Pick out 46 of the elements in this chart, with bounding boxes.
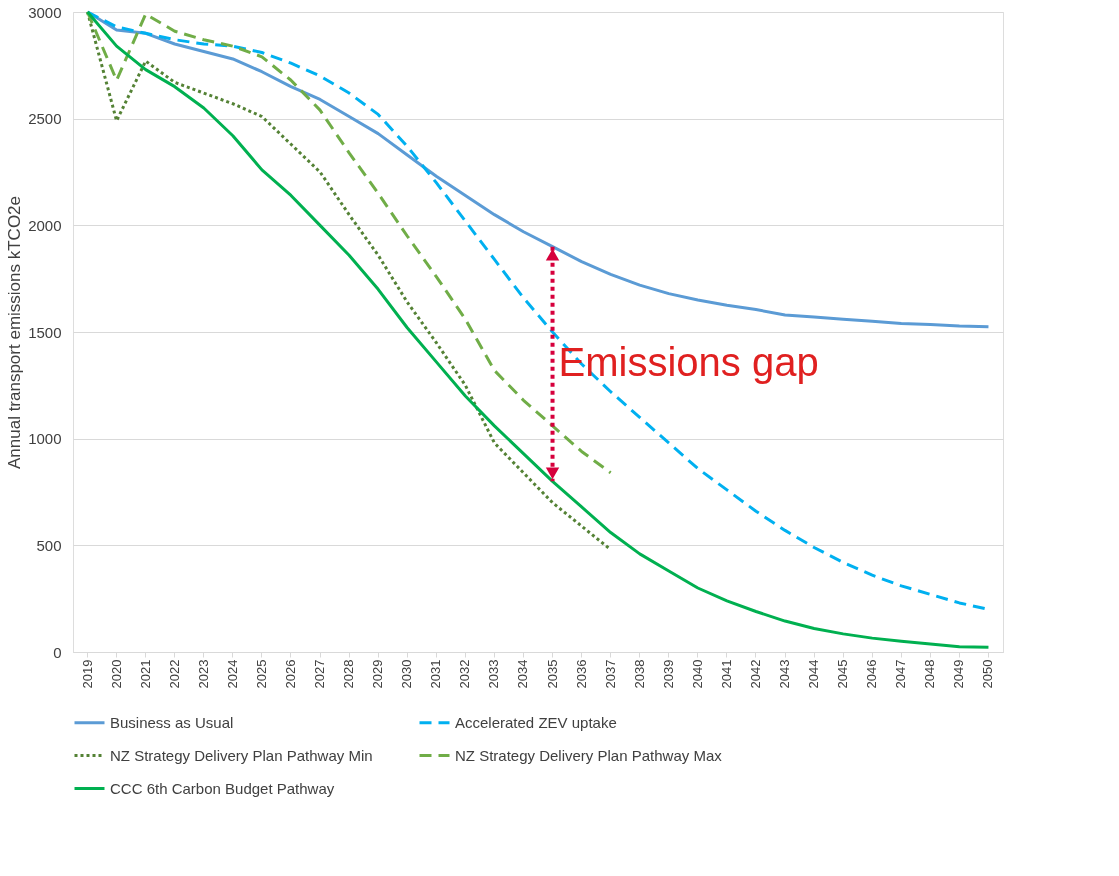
x-tick-label: 2044 [806,659,822,689]
x-tick-label: 2023 [195,659,211,689]
x-tick-label: 2035 [544,659,560,689]
x-tick-label: 2043 [777,659,793,689]
y-tick-label: 2500 [28,110,62,128]
x-tick-label: 2048 [922,659,938,689]
x-tick-label: 2041 [718,659,734,689]
x-tick-label: 2040 [689,659,705,689]
x-tick-label: 2036 [573,659,589,689]
x-tick-label: 2028 [341,659,357,689]
x-tick-label: 2021 [137,659,153,689]
legend-label: Business as Usual [110,713,234,731]
x-tick-label: 2046 [864,659,880,689]
x-tick-label: 2049 [951,659,967,689]
y-tick-label: 2000 [28,216,62,234]
x-tick-label: 2045 [835,659,851,689]
x-tick-label: 2031 [428,659,444,689]
x-tick-label: 2032 [457,659,473,689]
y-tick-label: 500 [36,536,62,554]
x-tick-label: 2029 [370,659,386,689]
x-tick-label: 2025 [253,659,269,689]
x-tick-label: 2038 [631,659,647,689]
x-tick-label: 2037 [602,659,618,689]
annotation: Emissions gap [558,340,819,384]
x-tick-label: 2020 [108,659,124,689]
x-tick-label: 2030 [399,659,415,689]
x-tick-label: 2039 [660,659,676,689]
y-tick-label: 3000 [28,3,62,21]
x-tick-label: 2027 [312,659,328,689]
x-tick-label: 2042 [747,659,763,689]
legend-label: NZ Strategy Delivery Plan Pathway Max [455,746,723,764]
y-tick-label: 1500 [28,323,62,341]
legend-label: CCC 6th Carbon Budget Pathway [110,779,335,797]
x-tick-label: 2050 [980,659,996,689]
legend-label: Accelerated ZEV uptake [455,713,617,731]
x-tick-label: 2047 [893,659,909,689]
x-tick-label: 2026 [282,659,298,689]
x-tick-label: 2034 [515,659,531,689]
x-tick-label: 2019 [79,659,95,689]
legend-label: NZ Strategy Delivery Plan Pathway Min [110,746,373,764]
y-axis-title: Annual transport emissions kTCO2e [5,195,25,470]
y-tick-label: 0 [53,643,62,661]
x-tick-label: 2024 [224,659,240,689]
x-tick-label: 2022 [166,659,182,689]
y-tick-label: 1000 [28,430,62,448]
x-tick-label: 2033 [486,659,502,689]
